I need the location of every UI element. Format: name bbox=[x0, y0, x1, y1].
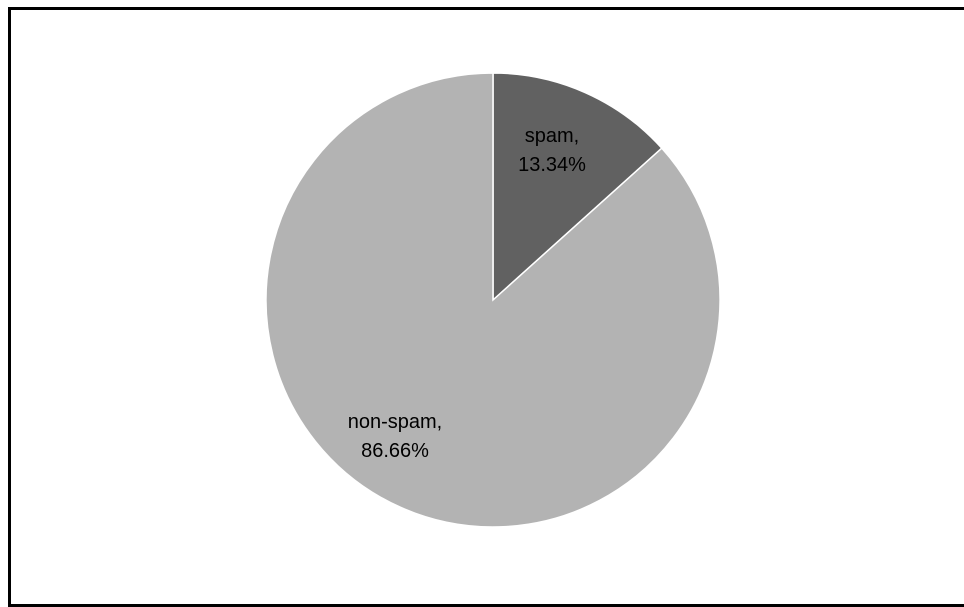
pie-slices bbox=[265, 72, 721, 528]
pie-slice-non-spam bbox=[265, 72, 721, 528]
pie-labels: spam, 13.34% non-spam, 86.66% bbox=[348, 125, 586, 462]
slice-label-non-spam-name: non-spam, bbox=[348, 411, 443, 433]
chart-area: spam, 13.34% non-spam, 86.66% bbox=[8, 7, 964, 607]
slice-label-non-spam-percent: 86.66% bbox=[361, 440, 429, 462]
slice-label-spam-percent: 13.34% bbox=[518, 154, 586, 176]
pie-chart: spam, 13.34% non-spam, 86.66% bbox=[265, 72, 721, 528]
slice-label-spam-name: spam, bbox=[525, 125, 579, 147]
pie-slice-spam bbox=[492, 72, 663, 302]
